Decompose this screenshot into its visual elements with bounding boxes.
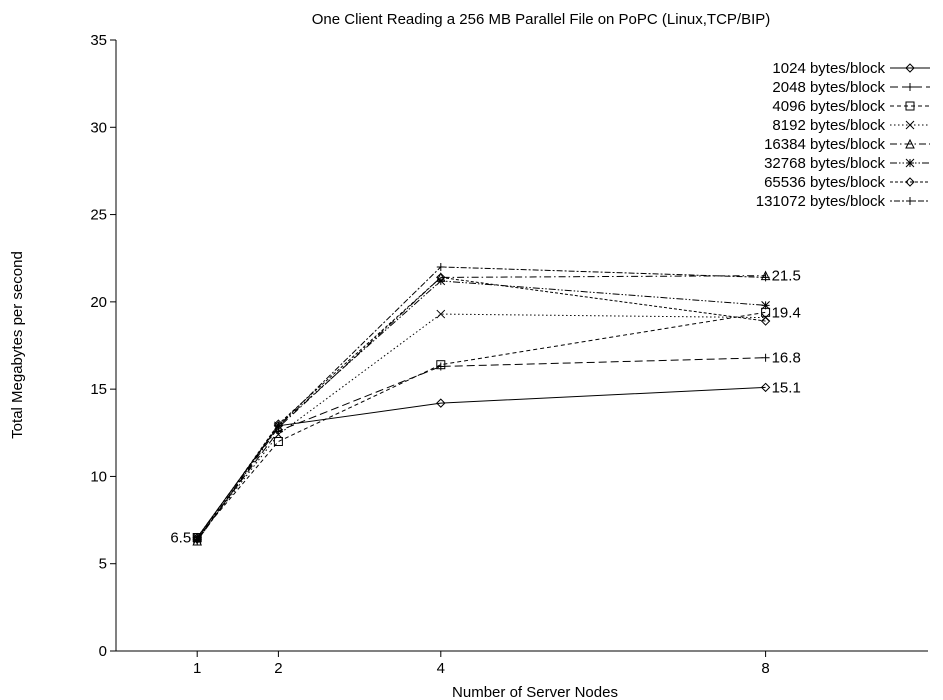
legend-label: 32768 bytes/block — [764, 155, 885, 172]
data-point-plus — [436, 262, 445, 271]
legend-label: 8192 bytes/block — [772, 117, 885, 134]
legend-label: 2048 bytes/block — [772, 79, 885, 96]
legend-entry: 4096 bytes/block — [772, 98, 930, 115]
data-point-diamond — [905, 63, 915, 73]
series-line — [196, 313, 766, 540]
series-1 — [192, 382, 771, 543]
y-tick-label: 30 — [90, 119, 107, 136]
x-axis-label: Number of Server Nodes — [452, 684, 618, 700]
series-line — [196, 275, 766, 542]
y-axis-label: Total Megabytes per second — [9, 251, 26, 439]
data-label: 15.1 — [772, 379, 801, 396]
data-label: 16.8 — [772, 350, 801, 367]
series-8 — [193, 262, 770, 546]
data-annotations: 6.5 21.5 19.4 16.8 15.1 — [170, 268, 800, 547]
data-point-plus — [906, 197, 914, 205]
data-label: 21.5 — [772, 268, 801, 285]
series-line — [196, 357, 766, 540]
y-tick-label: 0 — [99, 643, 107, 660]
data-point-plus — [906, 83, 914, 91]
data-point-plus — [193, 537, 202, 546]
series-5 — [192, 270, 771, 546]
y-tick-label: 20 — [90, 294, 107, 311]
x-tick-label: 8 — [761, 660, 769, 677]
series-line — [196, 276, 766, 540]
data-point-cross — [905, 120, 915, 130]
y-tick-label: 10 — [90, 468, 107, 485]
data-point-plus — [274, 421, 283, 430]
x-tick-label: 1 — [193, 660, 201, 677]
legend-label: 16384 bytes/block — [764, 136, 885, 153]
series-line — [196, 280, 766, 538]
x-tick-label: 2 — [274, 660, 282, 677]
legend-label: 65536 bytes/block — [764, 174, 885, 191]
data-point-square — [436, 360, 446, 370]
data-point-star — [905, 158, 915, 168]
data-point-triangle — [905, 138, 915, 149]
legend-label: 4096 bytes/block — [772, 98, 885, 115]
y-tick-label: 25 — [90, 207, 107, 224]
data-point-diamond — [905, 177, 915, 187]
legend-entry: 32768 bytes/block — [764, 155, 930, 172]
data-point-diamond — [760, 316, 771, 326]
series-line — [196, 266, 766, 542]
series-layer — [192, 262, 771, 546]
series-2 — [193, 353, 770, 544]
y-tick-label: 35 — [90, 32, 107, 49]
legend-label: 131072 bytes/block — [756, 193, 886, 210]
data-point-square — [905, 101, 915, 111]
data-point-diamond — [760, 382, 771, 393]
legend-entry: 1024 bytes/block — [772, 60, 930, 77]
x-tick-label: 4 — [437, 660, 445, 677]
legend-entry: 65536 bytes/block — [764, 174, 930, 191]
legend-entry: 2048 bytes/block — [772, 79, 930, 96]
y-tick-label: 15 — [90, 381, 107, 398]
y-tick-label: 5 — [99, 556, 107, 573]
data-point-square — [273, 437, 283, 447]
series-line — [196, 311, 766, 538]
legend: 1024 bytes/block 2048 bytes/block 4096 byt… — [756, 60, 930, 210]
series-7 — [192, 272, 771, 544]
data-point-cross — [436, 309, 446, 319]
data-point-plus — [761, 273, 770, 282]
legend-entry: 16384 bytes/block — [764, 136, 930, 153]
data-point-star — [761, 300, 770, 310]
legend-label: 1024 bytes/block — [772, 60, 885, 77]
data-label: 6.5 — [170, 530, 191, 547]
legend-entry: 8192 bytes/block — [772, 117, 930, 134]
data-label: 19.4 — [772, 304, 801, 321]
data-point-diamond — [436, 398, 446, 408]
data-point-diamond — [436, 272, 446, 283]
legend-entry: 131072 bytes/block — [756, 193, 930, 210]
chart-title: One Client Reading a 256 MB Parallel Fil… — [312, 11, 771, 28]
series-line — [196, 386, 766, 538]
axes: 0 5 10 15 20 25 30 35 1 2 4 8 — [90, 32, 928, 677]
data-point-plus — [761, 353, 770, 362]
